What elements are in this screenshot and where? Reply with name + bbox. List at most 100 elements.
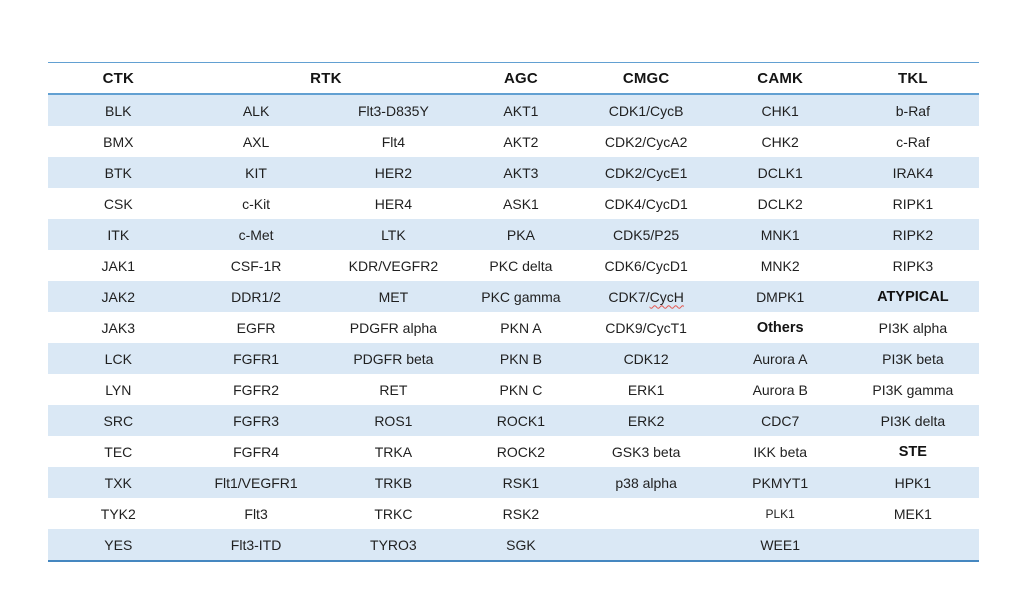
- table-cell: Flt1/VEGFR1: [214, 474, 298, 491]
- table-cell: TYK2: [100, 505, 136, 522]
- table-cell: Others: [756, 319, 804, 336]
- table-cell: SRC: [103, 412, 134, 429]
- table-cell: PKN B: [499, 350, 542, 367]
- table-cell: Flt3: [244, 505, 268, 522]
- table-cell: BMX: [103, 133, 134, 150]
- column-header-cmgc: CMGC: [578, 62, 714, 95]
- table-row: JAK2 DDR1/2 MET PKC gamma CDK7/CycH DMPK1 ATYP…: [48, 281, 979, 312]
- table-cell: ERK2: [627, 412, 665, 429]
- table-header: CTK RTK AGC CMGC CAMK TKL: [48, 62, 979, 95]
- table-cell: ROCK2: [496, 443, 546, 460]
- table-row: JAK3 EGFR PDGFR alpha PKN A CDK9/CycT1 Others…: [48, 312, 979, 343]
- table-cell: CSF-1R: [230, 257, 282, 274]
- table-cell: CDK2/CycE1: [604, 164, 688, 181]
- table-row: TXK Flt1/VEGFR1 TRKB RSK1 p38 alpha PKMYT1 HPK…: [48, 467, 979, 498]
- table-row: LCK FGFR1 PDGFR beta PKN B CDK12 Aurora A PI3K…: [48, 343, 979, 374]
- table-cell: TRKC: [374, 505, 413, 522]
- table-body: BLK ALK Flt3-D835Y AKT1 CDK1/CycB CHK1 b-Raf BM…: [48, 94, 979, 562]
- table-cell: MET: [378, 288, 409, 305]
- table-cell: PKC gamma: [481, 288, 561, 305]
- table-cell: PDGFR beta: [353, 350, 434, 367]
- table-cell: PI3K alpha: [878, 319, 948, 336]
- table-cell: PKN C: [499, 381, 543, 398]
- table-cell: RET: [379, 381, 408, 398]
- table-cell: CSK: [103, 195, 133, 212]
- table-cell: b-Raf: [895, 102, 930, 119]
- table-cell: LCK: [104, 350, 132, 367]
- table-cell: RSK2: [502, 505, 540, 522]
- table-row: YES Flt3-ITD TYRO3 SGK WEE1: [48, 529, 979, 562]
- table-row: CSK c-Kit HER4 ASK1 CDK4/CycD1 DCLK2 RIPK1: [48, 188, 979, 219]
- table-cell: JAK2: [101, 288, 136, 305]
- table-cell: CDK12: [623, 350, 669, 367]
- table-cell: AXL: [242, 133, 270, 150]
- table-row: BLK ALK Flt3-D835Y AKT1 CDK1/CycB CHK1 b-Raf: [48, 94, 979, 126]
- table-cell: PLK1: [765, 506, 795, 521]
- table-cell: RIPK3: [892, 257, 934, 274]
- table-cell: DCLK1: [757, 164, 803, 181]
- table-cell: RSK1: [502, 474, 540, 491]
- table-cell: EGFR: [236, 319, 276, 336]
- table-cell: c-Kit: [242, 195, 271, 212]
- table-cell: Aurora B: [752, 381, 808, 398]
- table-cell: p38 alpha: [615, 474, 677, 491]
- table-cell: ATYPICAL: [877, 288, 949, 305]
- table-cell: KIT: [245, 164, 267, 181]
- table-cell: HER4: [374, 195, 413, 212]
- table-row: TEC FGFR4 TRKA ROCK2 GSK3 beta IKK beta STE: [48, 436, 979, 467]
- table-cell: IKK beta: [753, 443, 808, 460]
- column-header-agc: AGC: [463, 62, 579, 95]
- table-cell: CDC7: [761, 412, 800, 429]
- table-cell: TRKB: [374, 474, 413, 491]
- table-cell: MEK1: [893, 505, 932, 522]
- table-cell: RIPK2: [892, 226, 934, 243]
- table-cell: LYN: [105, 381, 132, 398]
- table-cell: HPK1: [894, 474, 932, 491]
- table-cell: CHK2: [761, 133, 799, 150]
- table-cell: PKN A: [500, 319, 542, 336]
- table-cell: CDK5/P25: [613, 226, 680, 243]
- table-cell: TYRO3: [323, 529, 464, 562]
- table-cell: STE: [898, 443, 927, 460]
- table-cell: MNK2: [760, 257, 800, 274]
- table-cell: PKMYT1: [752, 474, 809, 491]
- column-header-ctk: CTK: [48, 62, 189, 95]
- table-cell: FGFR3: [233, 412, 280, 429]
- table-cell: CDK7/CycH: [608, 288, 684, 305]
- column-header-camk: CAMK: [713, 62, 847, 95]
- table-cell: AKT2: [503, 133, 539, 150]
- table-cell: PKC delta: [489, 257, 553, 274]
- table-cell: PDGFR alpha: [349, 319, 437, 336]
- table-cell: FGFR4: [233, 443, 280, 460]
- table-cell: BTK: [104, 164, 132, 181]
- table-cell: ERK1: [627, 381, 665, 398]
- table-row: ITK c-Met LTK PKA CDK5/P25 MNK1 RIPK2: [48, 219, 979, 250]
- table-cell: AKT1: [503, 102, 539, 119]
- table-cell: TRKA: [374, 443, 413, 460]
- table-cell: LTK: [381, 226, 406, 243]
- table-cell: JAK1: [101, 257, 136, 274]
- table-cell: CDK6/CycD1: [604, 257, 688, 274]
- table-cell: ALK: [242, 102, 270, 119]
- table-cell: ROCK1: [496, 412, 546, 429]
- table-cell: ITK: [107, 226, 130, 243]
- header-row: CTK RTK AGC CMGC CAMK TKL: [48, 62, 979, 95]
- table-cell: PI3K delta: [880, 412, 946, 429]
- table-cell: DMPK1: [756, 288, 805, 305]
- table-cell: ASK1: [503, 195, 539, 212]
- table-cell: [579, 498, 714, 529]
- table-cell: CDK4/CycD1: [604, 195, 688, 212]
- table-cell: TXK: [104, 474, 132, 491]
- table-cell: FGFR2: [233, 381, 280, 398]
- table-cell: TEC: [104, 443, 133, 460]
- table-row: JAK1 CSF-1R KDR/VEGFR2 PKC delta CDK6/CycD1 M…: [48, 250, 979, 281]
- table-cell: CHK1: [761, 102, 799, 119]
- table-cell: RIPK1: [892, 195, 934, 212]
- kinase-family-table-container: CTK RTK AGC CMGC CAMK TKL BLK ALK Flt3-D835Y AKT…: [48, 62, 979, 562]
- table-cell: ROS1: [374, 412, 413, 429]
- table-cell: Flt3-ITD: [188, 529, 324, 562]
- column-header-rtk: RTK: [188, 62, 464, 95]
- table-cell: IRAK4: [892, 164, 934, 181]
- table-cell: [846, 529, 979, 562]
- table-cell: PI3K beta: [882, 350, 944, 367]
